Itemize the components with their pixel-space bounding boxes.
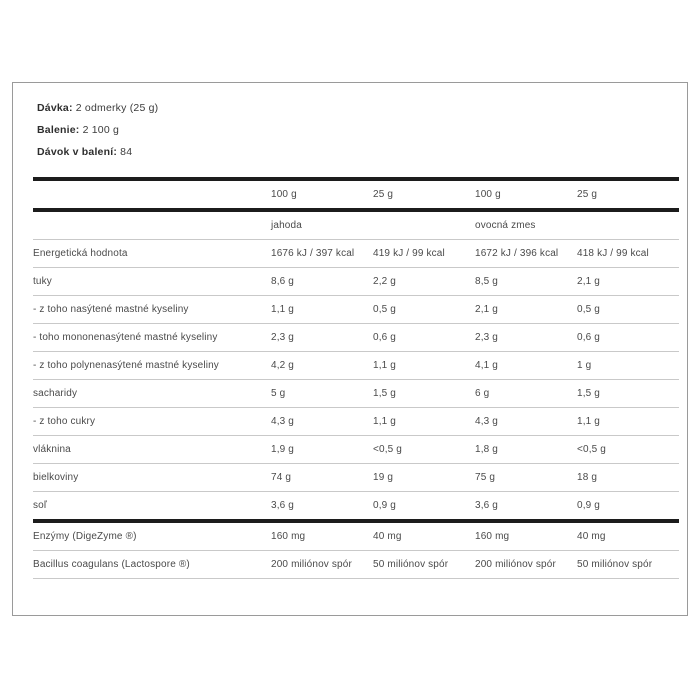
serving-info-row-dose: Dávka: 2 odmerky (25 g) (37, 97, 675, 119)
row-protein-value-2: 19 g (373, 463, 475, 492)
table-row: Energetická hodnota 1676 kJ / 397 kcal 4… (33, 239, 679, 268)
serving-dose-value: 2 odmerky (25 g) (75, 102, 159, 114)
row-salt-value-2: 0,9 g (373, 491, 475, 523)
row-label-salt: soľ (33, 491, 271, 523)
row-salt-value-3: 3,6 g (475, 491, 577, 523)
table-header-amounts-row: 100 g 25 g 100 g 25 g (33, 177, 679, 212)
row-bacillus-coagulans-value-2: 50 miliónov spór (373, 550, 475, 579)
serving-dose-label: Dávka: (37, 102, 73, 114)
row-label-carbohydrates: sacharidy (33, 379, 271, 408)
package-size-value: 2 100 g (82, 124, 120, 136)
row-fat-value-3: 8,5 g (475, 267, 577, 296)
serving-info-block: Dávka: 2 odmerky (25 g) Balenie: 2 100 g… (37, 97, 675, 163)
serving-info-row-servings: Dávok v balení: 84 (37, 141, 675, 163)
row-polyunsaturated-fat-value-1: 4,2 g (271, 351, 373, 380)
row-monounsaturated-fat-value-2: 0,6 g (373, 323, 475, 352)
table-row: soľ 3,6 g 0,9 g 3,6 g 0,9 g (33, 491, 679, 523)
row-label-protein: bielkoviny (33, 463, 271, 492)
servings-per-package-value: 84 (120, 146, 133, 158)
servings-per-package-label: Dávok v balení: (37, 146, 118, 158)
row-bacillus-coagulans-value-4: 50 miliónov spór (577, 550, 679, 579)
row-energy-value-3: 1672 kJ / 396 kcal (475, 239, 577, 268)
flavour-blank-cell-3 (577, 210, 679, 240)
serving-info-row-package: Balenie: 2 100 g (37, 119, 675, 141)
row-carbohydrates-value-2: 1,5 g (373, 379, 475, 408)
row-sugars-value-4: 1,1 g (577, 407, 679, 436)
row-label-fat: tuky (33, 267, 271, 296)
row-saturated-fat-value-1: 1,1 g (271, 295, 373, 324)
row-salt-value-4: 0,9 g (577, 491, 679, 523)
nutrition-table: 100 g 25 g 100 g 25 g jahoda ovocná zmes… (33, 177, 679, 579)
row-label-monounsaturated-fat: - toho mononenasýtené mastné kyseliny (33, 323, 271, 352)
row-label-polyunsaturated-fat: - z toho polynenasýtené mastné kyseliny (33, 351, 271, 380)
table-row: Enzýmy (DigeZyme ®) 160 mg 40 mg 160 mg … (33, 521, 679, 551)
row-polyunsaturated-fat-value-2: 1,1 g (373, 351, 475, 380)
table-row: vláknina 1,9 g <0,5 g 1,8 g <0,5 g (33, 435, 679, 464)
table-row: tuky 8,6 g 2,2 g 8,5 g 2,1 g (33, 267, 679, 296)
row-fibre-value-4: <0,5 g (577, 435, 679, 464)
row-energy-value-4: 418 kJ / 99 kcal (577, 239, 679, 268)
row-label-bacillus-coagulans: Bacillus coagulans (Lactospore ®) (33, 550, 271, 579)
flavour-strawberry-label: jahoda (271, 210, 373, 240)
row-protein-value-4: 18 g (577, 463, 679, 492)
header-amount-1: 100 g (271, 177, 373, 212)
row-energy-value-1: 1676 kJ / 397 kcal (271, 239, 373, 268)
row-label-saturated-fat: - z toho nasýtené mastné kyseliny (33, 295, 271, 324)
row-protein-value-3: 75 g (475, 463, 577, 492)
row-monounsaturated-fat-value-4: 0,6 g (577, 323, 679, 352)
header-amount-4: 25 g (577, 177, 679, 212)
row-sugars-value-1: 4,3 g (271, 407, 373, 436)
table-row: - z toho polynenasýtené mastné kyseliny … (33, 351, 679, 380)
row-fibre-value-3: 1,8 g (475, 435, 577, 464)
row-polyunsaturated-fat-value-4: 1 g (577, 351, 679, 380)
header-blank-cell (33, 177, 271, 212)
package-size-label: Balenie: (37, 124, 80, 136)
row-sugars-value-2: 1,1 g (373, 407, 475, 436)
table-row: - toho mononenasýtené mastné kyseliny 2,… (33, 323, 679, 352)
row-saturated-fat-value-2: 0,5 g (373, 295, 475, 324)
row-carbohydrates-value-4: 1,5 g (577, 379, 679, 408)
row-label-fibre: vláknina (33, 435, 271, 464)
row-salt-value-1: 3,6 g (271, 491, 373, 523)
table-row: bielkoviny 74 g 19 g 75 g 18 g (33, 463, 679, 492)
row-enzymes-value-3: 160 mg (475, 521, 577, 551)
row-enzymes-value-1: 160 mg (271, 521, 373, 551)
row-enzymes-value-2: 40 mg (373, 521, 475, 551)
row-monounsaturated-fat-value-1: 2,3 g (271, 323, 373, 352)
header-amount-2: 25 g (373, 177, 475, 212)
row-label-energy: Energetická hodnota (33, 239, 271, 268)
row-protein-value-1: 74 g (271, 463, 373, 492)
row-enzymes-value-4: 40 mg (577, 521, 679, 551)
table-row: sacharidy 5 g 1,5 g 6 g 1,5 g (33, 379, 679, 408)
table-row: - z toho cukry 4,3 g 1,1 g 4,3 g 1,1 g (33, 407, 679, 436)
row-fat-value-4: 2,1 g (577, 267, 679, 296)
row-fat-value-2: 2,2 g (373, 267, 475, 296)
row-sugars-value-3: 4,3 g (475, 407, 577, 436)
row-fat-value-1: 8,6 g (271, 267, 373, 296)
row-carbohydrates-value-1: 5 g (271, 379, 373, 408)
row-label-enzymes: Enzýmy (DigeZyme ®) (33, 521, 271, 551)
row-polyunsaturated-fat-value-3: 4,1 g (475, 351, 577, 380)
row-monounsaturated-fat-value-3: 2,3 g (475, 323, 577, 352)
row-fibre-value-1: 1,9 g (271, 435, 373, 464)
nutrition-facts-panel: Dávka: 2 odmerky (25 g) Balenie: 2 100 g… (12, 82, 688, 616)
header-amount-3: 100 g (475, 177, 577, 212)
flavour-blank-cell-2 (373, 210, 475, 240)
flavour-blank-cell (33, 210, 271, 240)
row-carbohydrates-value-3: 6 g (475, 379, 577, 408)
table-header-flavours-row: jahoda ovocná zmes (33, 210, 679, 240)
table-row: - z toho nasýtené mastné kyseliny 1,1 g … (33, 295, 679, 324)
row-saturated-fat-value-3: 2,1 g (475, 295, 577, 324)
table-row: Bacillus coagulans (Lactospore ®) 200 mi… (33, 550, 679, 579)
row-energy-value-2: 419 kJ / 99 kcal (373, 239, 475, 268)
row-fibre-value-2: <0,5 g (373, 435, 475, 464)
flavour-fruit-mix-label: ovocná zmes (475, 210, 577, 240)
row-bacillus-coagulans-value-1: 200 miliónov spór (271, 550, 373, 579)
row-bacillus-coagulans-value-3: 200 miliónov spór (475, 550, 577, 579)
row-label-sugars: - z toho cukry (33, 407, 271, 436)
row-saturated-fat-value-4: 0,5 g (577, 295, 679, 324)
